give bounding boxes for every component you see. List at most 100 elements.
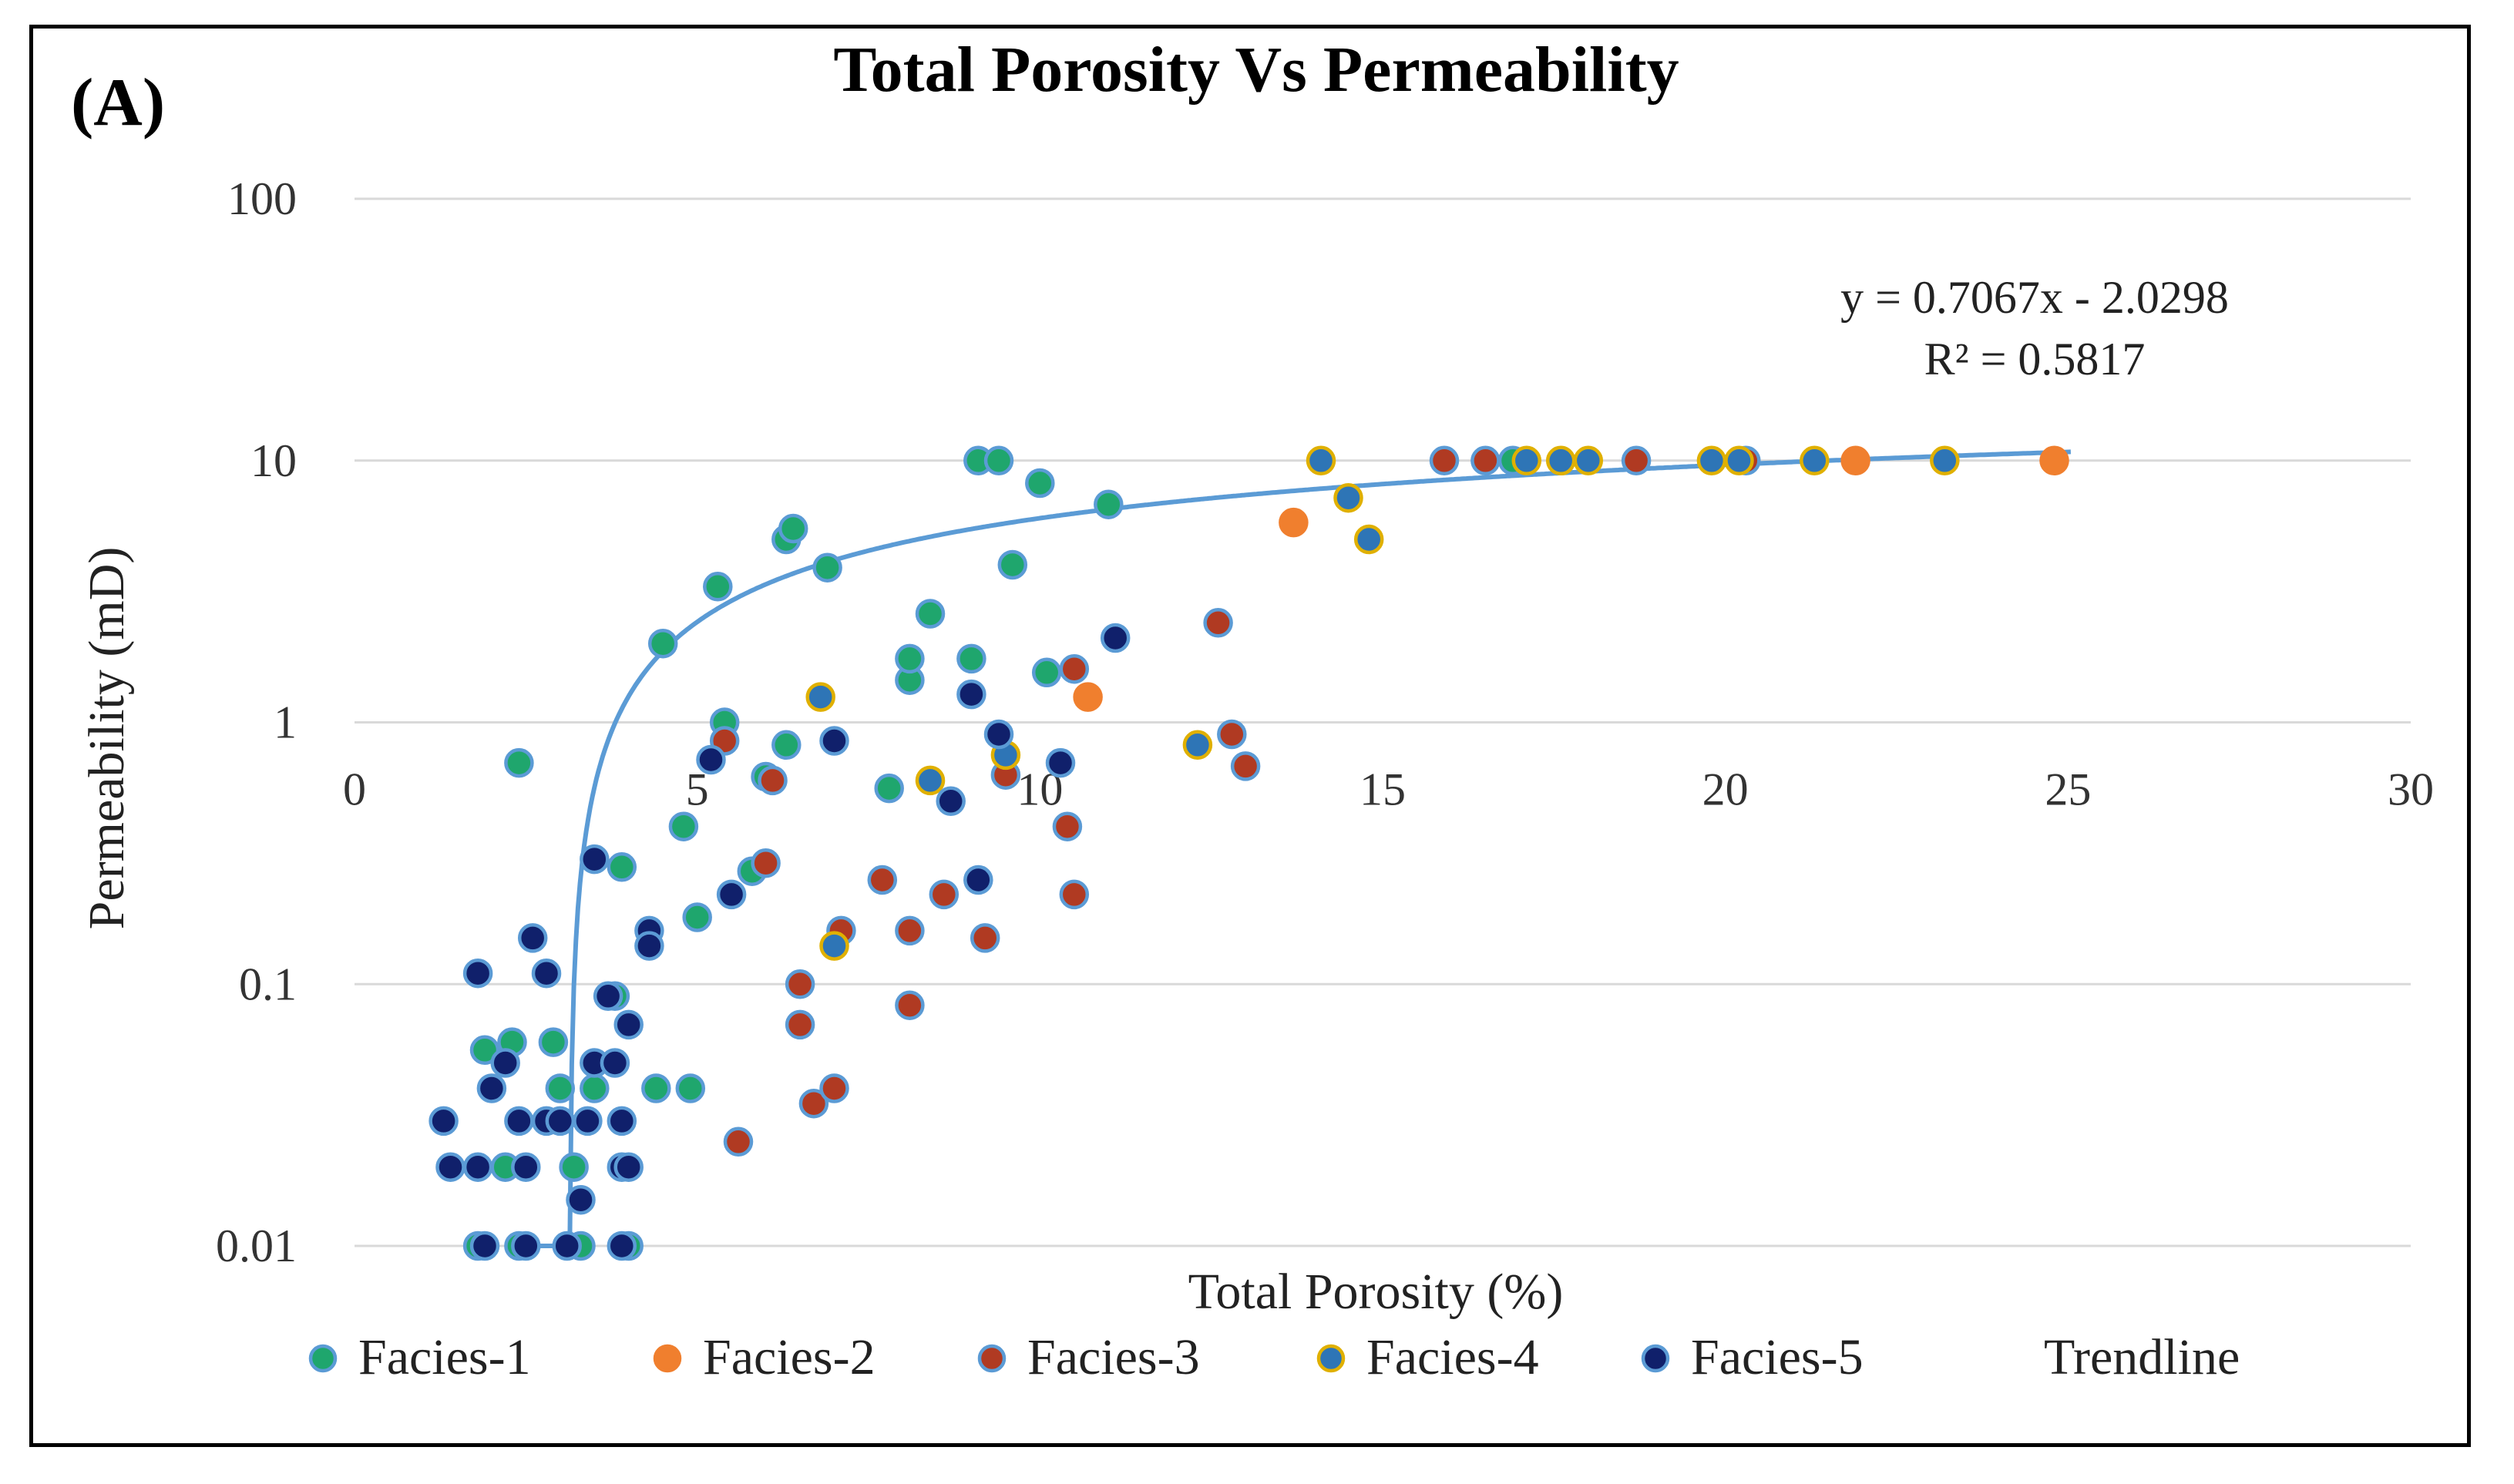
point-facies-3-5 [785, 1009, 815, 1040]
point-facies-1-29 [895, 643, 925, 674]
series-facies-4 [805, 445, 1960, 961]
y-tick-labels: 100 10 1 0.1 0.01 [216, 173, 297, 1271]
legend: Facies-1 Facies-2 Facies-3 Facies-4 Facies-5… [308, 1329, 2240, 1385]
point-facies-5-32 [956, 679, 986, 710]
point-facies-4-10 [1573, 445, 1604, 476]
point-facies-1-25 [778, 513, 808, 544]
point-facies-1-26 [812, 552, 842, 583]
point-facies-4-7 [1353, 524, 1384, 555]
point-facies-3-23 [1621, 445, 1652, 476]
point-facies-4-13 [1800, 445, 1830, 476]
point-facies-5-27 [634, 931, 664, 961]
point-facies-1-0 [504, 747, 534, 778]
trendline-r-squared: R² = 0.5817 [1924, 334, 2146, 384]
point-facies-1-34 [997, 549, 1028, 580]
point-facies-5-6 [490, 1048, 520, 1078]
point-facies-5-9 [511, 1231, 541, 1261]
point-facies-1-33 [983, 445, 1014, 476]
x-tick-labels: 0 5 10 15 20 25 30 [343, 764, 2434, 815]
y-tick-0.01: 0.01 [216, 1220, 297, 1271]
point-facies-3-7 [819, 1073, 849, 1103]
point-facies-3-11 [895, 990, 925, 1020]
point-facies-1-7 [559, 1152, 589, 1182]
point-facies-5-25 [613, 1152, 644, 1182]
point-facies-1-20 [703, 572, 733, 602]
point-facies-1-13 [607, 852, 637, 882]
point-facies-1-1 [469, 1035, 500, 1066]
point-facies-1-14 [641, 1073, 671, 1103]
point-facies-1-18 [647, 628, 678, 659]
point-facies-1-31 [956, 643, 986, 674]
legend-marker-facies-1 [308, 1344, 338, 1373]
point-facies-5-28 [696, 744, 726, 775]
point-facies-4-12 [1724, 445, 1754, 476]
x-tick-30: 30 [2388, 764, 2434, 815]
point-facies-1-36 [1031, 657, 1062, 688]
y-tick-1: 1 [274, 697, 297, 748]
point-facies-3-13 [970, 923, 1000, 953]
legend-label-facies-4: Facies-4 [1366, 1329, 1539, 1385]
point-facies-5-18 [580, 844, 610, 875]
chart-title: Total Porosity Vs Permeability [833, 34, 1679, 106]
point-facies-3-12 [929, 879, 960, 910]
point-facies-1-17 [682, 902, 712, 932]
point-facies-5-4 [469, 1231, 500, 1261]
y-tick-0.1: 0.1 [239, 959, 297, 1009]
x-axis-title: Total Porosity (%) [1188, 1264, 1564, 1320]
point-facies-5-20 [600, 1048, 630, 1078]
series-facies-3 [709, 445, 1761, 1157]
point-facies-5-13 [545, 1106, 576, 1137]
point-facies-5-31 [936, 786, 966, 817]
point-facies-3-16 [1059, 879, 1090, 910]
point-facies-3-0 [723, 1126, 754, 1157]
trendline-curve [514, 449, 2072, 1248]
point-facies-5-15 [566, 1184, 596, 1215]
point-facies-1-35 [1025, 468, 1055, 499]
point-facies-1-3 [538, 1027, 569, 1057]
point-facies-1-27 [874, 773, 904, 804]
point-facies-5-14 [552, 1231, 582, 1261]
point-facies-3-21 [1429, 445, 1460, 476]
point-facies-3-22 [1470, 445, 1501, 476]
series-facies-2 [1073, 445, 2069, 712]
point-facies-5-36 [1100, 623, 1131, 653]
point-facies-5-8 [511, 1152, 541, 1182]
point-facies-2-1 [1279, 507, 1309, 538]
point-facies-5-19 [593, 981, 623, 1012]
point-facies-5-16 [573, 1106, 603, 1137]
point-facies-5-10 [517, 923, 548, 953]
point-facies-5-11 [531, 958, 562, 989]
point-facies-5-34 [983, 719, 1014, 750]
point-facies-4-4 [1182, 730, 1213, 760]
point-facies-3-15 [1052, 811, 1083, 841]
legend-label-facies-5: Facies-5 [1691, 1329, 1864, 1385]
legend-marker-facies-3 [977, 1344, 1007, 1373]
point-facies-4-5 [1306, 445, 1336, 476]
point-facies-1-37 [1094, 489, 1124, 519]
point-facies-2-0 [1073, 682, 1103, 712]
legend-label-facies-1: Facies-1 [358, 1329, 531, 1385]
point-facies-5-33 [963, 865, 993, 895]
point-facies-3-18 [1203, 608, 1233, 638]
point-facies-3-20 [1230, 751, 1261, 781]
point-facies-3-9 [867, 865, 898, 895]
point-facies-5-5 [476, 1073, 507, 1103]
point-facies-4-6 [1333, 482, 1363, 513]
point-facies-3-4 [785, 969, 815, 999]
x-tick-15: 15 [1360, 764, 1406, 815]
point-facies-2-3 [2039, 445, 2069, 476]
y-axis-title: Permeability (mD) [79, 547, 135, 930]
point-facies-5-2 [462, 1152, 493, 1182]
point-facies-5-7 [504, 1106, 534, 1137]
point-facies-1-30 [915, 599, 946, 629]
legend-marker-facies-2 [653, 1344, 682, 1373]
legend-label-facies-2: Facies-2 [703, 1329, 876, 1385]
legend-label-facies-3: Facies-3 [1027, 1329, 1200, 1385]
point-facies-3-17 [1059, 653, 1090, 684]
point-facies-2-2 [1840, 445, 1870, 476]
point-facies-5-30 [819, 726, 849, 756]
point-facies-3-6 [798, 1088, 829, 1119]
x-tick-20: 20 [1702, 764, 1749, 815]
point-facies-4-1 [819, 931, 849, 961]
